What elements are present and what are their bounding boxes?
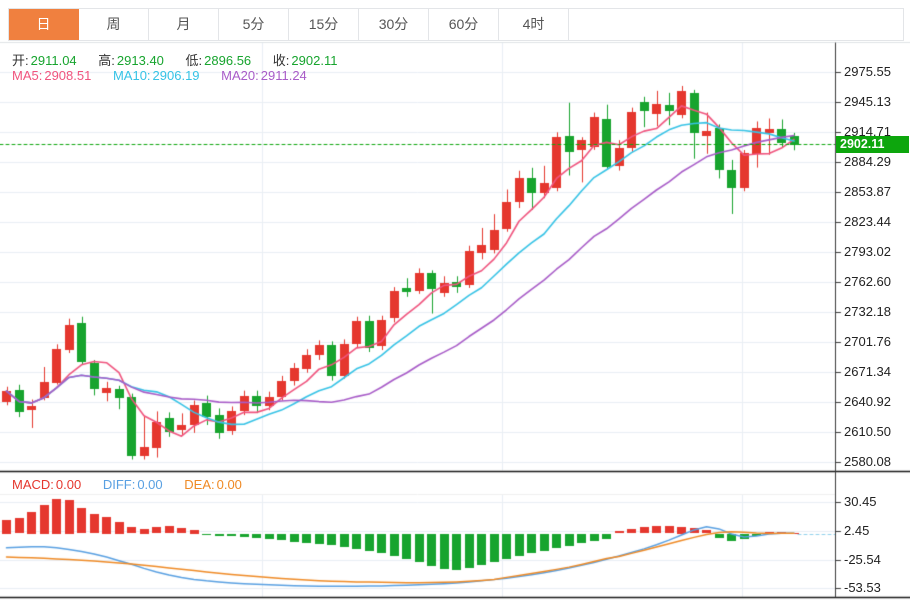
tab-day[interactable]: 日 xyxy=(9,9,79,40)
macd-axis-label: -53.53 xyxy=(844,580,881,596)
tabbar-filler xyxy=(569,9,903,40)
price-axis-label: 2671.34 xyxy=(844,364,891,379)
price-axis-label: 2580.08 xyxy=(844,454,891,469)
timeframe-tabbar: 日 周 月 5分 15分 30分 60分 4时 xyxy=(8,8,904,41)
price-axis-label: 2640.92 xyxy=(844,394,891,409)
price-axis-label: 2762.60 xyxy=(844,274,891,289)
tab-4hour[interactable]: 4时 xyxy=(499,9,569,40)
macd-axis-label: -25.54 xyxy=(844,551,881,567)
current-price-tag: 2902.11 xyxy=(836,136,909,153)
price-axis-label: 2975.55 xyxy=(844,64,891,79)
tab-week[interactable]: 周 xyxy=(79,9,149,40)
macd-axis-label: 2.45 xyxy=(844,522,870,538)
tab-month[interactable]: 月 xyxy=(149,9,219,40)
price-axis-label: 2610.50 xyxy=(844,424,891,439)
tab-30min[interactable]: 30分 xyxy=(359,9,429,40)
macd-axis-label: 30.45 xyxy=(844,494,877,510)
price-axis-label: 2823.44 xyxy=(844,214,891,229)
price-axis-label: 2884.29 xyxy=(844,153,891,169)
price-axis-label: 2701.76 xyxy=(844,334,891,349)
price-axis-label: 2914.71 xyxy=(844,123,891,139)
price-axis-label: 2853.87 xyxy=(844,183,891,199)
price-axis-label: 2732.18 xyxy=(844,304,891,319)
tab-15min[interactable]: 15分 xyxy=(289,9,359,40)
price-axis-label: 2945.13 xyxy=(844,93,891,109)
tab-60min[interactable]: 60分 xyxy=(429,9,499,40)
tab-5min[interactable]: 5分 xyxy=(219,9,289,40)
price-axis-label: 2793.02 xyxy=(844,244,891,259)
